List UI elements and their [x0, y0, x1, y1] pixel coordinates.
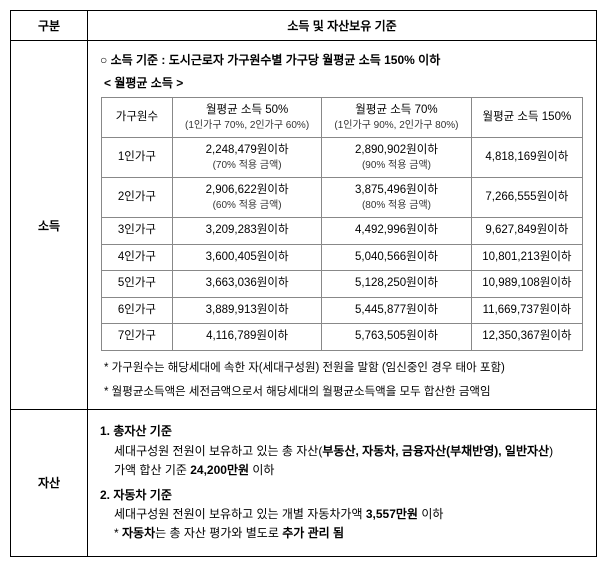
asset-1-bold-list: 부동산, 자동차, 금융자산(부채반영), 일반자산	[322, 444, 549, 458]
cell-150: 7,266,555원이하	[471, 178, 582, 218]
ih-head-70-main: 월평균 소득 70%	[355, 104, 437, 116]
ih-head-hh: 가구원수	[101, 98, 172, 138]
cell-hh: 5인가구	[101, 271, 172, 298]
cell-50: 3,663,036원이하	[172, 271, 321, 298]
header-col1: 구분	[11, 11, 88, 41]
cell-50: 2,248,479원이하(70% 적용 금액)	[172, 138, 321, 178]
ih-head-50: 월평균 소득 50% (1인가구 70%, 2인가구 60%)	[172, 98, 321, 138]
cell-50: 4,116,789원이하	[172, 324, 321, 351]
income-note2: * 월평균소득액은 세전금액으로서 해당세대의 월평균소득액을 모두 합산한 금…	[104, 383, 584, 401]
asset-2-note-b1: 자동차	[122, 526, 155, 540]
table-row: 4인가구3,600,405원이하5,040,566원이하10,801,213원이…	[101, 244, 582, 271]
cell-hh: 3인가구	[101, 218, 172, 245]
table-row: 1인가구2,248,479원이하(70% 적용 금액)2,890,902원이하(…	[101, 138, 582, 178]
cell-hh: 2인가구	[101, 178, 172, 218]
asset-2-line-a: 세대구성원 전원이 보유하고 있는 개별 자동차가액	[114, 507, 366, 521]
document-frame: 구분 소득 및 자산보유 기준 소득 ○ 소득 기준 : 도시근로자 가구원수별…	[10, 10, 597, 557]
cell-150: 12,350,367원이하	[471, 324, 582, 351]
asset-1-line2: 가액 합산 기준 24,200만원 이하	[114, 463, 274, 477]
asset-2-note: * 자동차는 총 자산 평가와 별도로 추가 관리 됨	[114, 526, 344, 540]
table-row: 7인가구4,116,789원이하5,763,505원이하12,350,367원이…	[101, 324, 582, 351]
income-inner-table: 가구원수 월평균 소득 50% (1인가구 70%, 2인가구 60%) 월평균…	[101, 97, 583, 351]
income-note1: * 가구원수는 해당세대에 속한 자(세대구성원) 전원을 말함 (임신중인 경…	[104, 359, 584, 377]
table-row: 2인가구2,906,622원이하(60% 적용 금액)3,875,496원이하(…	[101, 178, 582, 218]
ih-head-70-sub: (1인가구 90%, 2인가구 80%)	[328, 119, 464, 133]
cell-hh: 4인가구	[101, 244, 172, 271]
asset-2-line: 세대구성원 전원이 보유하고 있는 개별 자동차가액 3,557만원 이하	[114, 507, 443, 521]
asset-2-note-a: *	[114, 526, 122, 540]
cell-150: 10,989,108원이하	[471, 271, 582, 298]
cell-50: 3,600,405원이하	[172, 244, 321, 271]
asset-row: 자산 1. 총자산 기준 세대구성원 전원이 보유하고 있는 총 자산(부동산,…	[11, 410, 596, 556]
criteria-table: 구분 소득 및 자산보유 기준 소득 ○ 소득 기준 : 도시근로자 가구원수별…	[11, 11, 596, 556]
cell-hh: 7인가구	[101, 324, 172, 351]
asset-2-title: 2. 자동차 기준	[100, 488, 172, 502]
asset-2-note-b2: 추가 관리 됨	[282, 526, 344, 540]
asset-2-note-mid: 는 총 자산 평가와 별도로	[155, 526, 282, 540]
cell-70: 5,128,250원이하	[322, 271, 471, 298]
table-row: 3인가구3,209,283원이하4,492,996원이하9,627,849원이하	[101, 218, 582, 245]
cell-hh: 1인가구	[101, 138, 172, 178]
cell-70: 2,890,902원이하(90% 적용 금액)	[322, 138, 471, 178]
ih-head-50-main: 월평균 소득 50%	[206, 104, 288, 116]
asset-1-line2a: 가액 합산 기준	[114, 463, 190, 477]
cell-70: 5,763,505원이하	[322, 324, 471, 351]
ih-head-50-sub: (1인가구 70%, 2인가구 60%)	[179, 119, 315, 133]
asset-1-limit: 24,200만원	[190, 463, 249, 477]
ih-head-150: 월평균 소득 150%	[471, 98, 582, 138]
income-subheading: < 월평균 소득 >	[104, 74, 588, 91]
cell-150: 4,818,169원이하	[471, 138, 582, 178]
asset-block-2: 2. 자동차 기준 세대구성원 전원이 보유하고 있는 개별 자동차가액 3,5…	[100, 486, 584, 544]
ih-head-70: 월평균 소득 70% (1인가구 90%, 2인가구 80%)	[322, 98, 471, 138]
cell-hh: 6인가구	[101, 297, 172, 324]
asset-2-line-b: 이하	[418, 507, 443, 521]
asset-2-limit: 3,557만원	[366, 507, 418, 521]
asset-1-line1b: )	[549, 444, 553, 458]
cell-150: 11,669,737원이하	[471, 297, 582, 324]
income-criteria-line: ○ 소득 기준 : 도시근로자 가구원수별 가구당 월평균 소득 150% 이하	[100, 51, 588, 68]
asset-1-line1: 세대구성원 전원이 보유하고 있는 총 자산(부동산, 자동차, 금융자산(부채…	[114, 444, 553, 458]
cell-70: 3,875,496원이하(80% 적용 금액)	[322, 178, 471, 218]
asset-row-label: 자산	[11, 410, 88, 556]
header-row: 구분 소득 및 자산보유 기준	[11, 11, 596, 41]
income-row: 소득 ○ 소득 기준 : 도시근로자 가구원수별 가구당 월평균 소득 150%…	[11, 41, 596, 410]
income-row-label: 소득	[11, 41, 88, 410]
income-content: ○ 소득 기준 : 도시근로자 가구원수별 가구당 월평균 소득 150% 이하…	[88, 41, 597, 410]
asset-1-line2b: 이하	[249, 463, 274, 477]
cell-50: 3,889,913원이하	[172, 297, 321, 324]
table-row: 6인가구3,889,913원이하5,445,877원이하11,669,737원이…	[101, 297, 582, 324]
cell-50: 2,906,622원이하(60% 적용 금액)	[172, 178, 321, 218]
asset-1-title: 1. 총자산 기준	[100, 424, 172, 438]
cell-50: 3,209,283원이하	[172, 218, 321, 245]
header-col2: 소득 및 자산보유 기준	[88, 11, 597, 41]
asset-content: 1. 총자산 기준 세대구성원 전원이 보유하고 있는 총 자산(부동산, 자동…	[88, 410, 597, 556]
table-row: 5인가구3,663,036원이하5,128,250원이하10,989,108원이…	[101, 271, 582, 298]
asset-block-1: 1. 총자산 기준 세대구성원 전원이 보유하고 있는 총 자산(부동산, 자동…	[100, 422, 584, 480]
asset-1-line1a: 세대구성원 전원이 보유하고 있는 총 자산(	[114, 444, 322, 458]
cell-70: 4,492,996원이하	[322, 218, 471, 245]
cell-150: 9,627,849원이하	[471, 218, 582, 245]
cell-150: 10,801,213원이하	[471, 244, 582, 271]
cell-70: 5,445,877원이하	[322, 297, 471, 324]
cell-70: 5,040,566원이하	[322, 244, 471, 271]
